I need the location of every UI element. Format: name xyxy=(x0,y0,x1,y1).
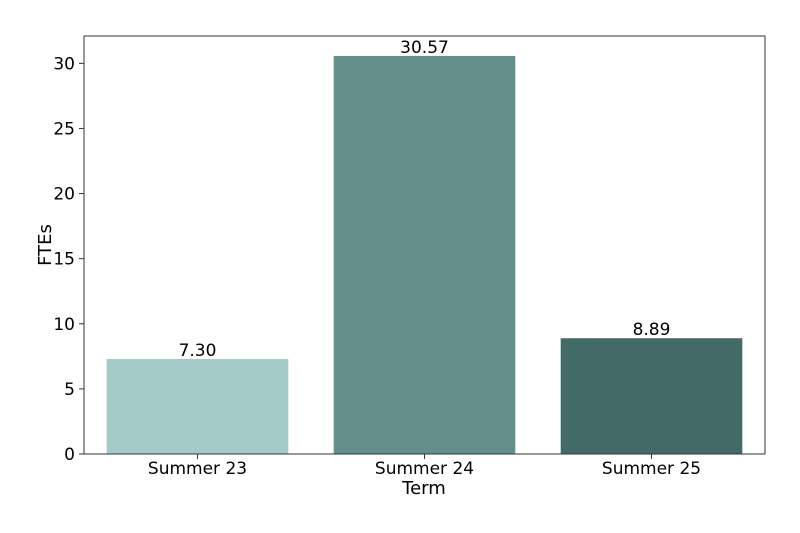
data-label-1: 7.30 xyxy=(179,341,217,361)
data-label-3: 8.89 xyxy=(633,320,671,340)
y-axis: 0 5 10 15 20 25 30 xyxy=(53,54,84,465)
y-tick-label-4: 20 xyxy=(53,185,75,205)
bar-1 xyxy=(106,358,289,454)
y-axis-title: FTEs xyxy=(35,224,56,266)
y-tick-label-5: 25 xyxy=(53,119,75,139)
bars-group xyxy=(106,55,743,454)
data-labels-group: 7.30 30.57 8.89 xyxy=(179,38,671,361)
bar-3 xyxy=(560,338,743,454)
x-tick-label-2: Summer 24 xyxy=(375,459,474,479)
x-tick-label-3: Summer 25 xyxy=(602,459,701,479)
y-tick-label-2: 10 xyxy=(53,315,75,335)
y-tick-label-1: 5 xyxy=(64,380,75,400)
x-tick-label-1: Summer 23 xyxy=(148,459,247,479)
x-axis: Summer 23 Summer 24 Summer 25 xyxy=(148,454,701,479)
bar-2 xyxy=(333,55,516,454)
y-tick-label-0: 0 xyxy=(64,445,75,465)
data-label-2: 30.57 xyxy=(400,38,449,58)
x-axis-title: Term xyxy=(401,478,446,499)
y-tick-label-6: 30 xyxy=(53,54,75,74)
y-tick-label-3: 15 xyxy=(53,250,75,270)
